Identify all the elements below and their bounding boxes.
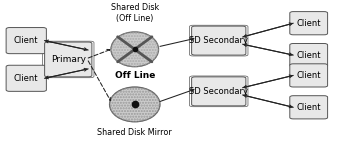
Ellipse shape xyxy=(111,32,159,67)
Text: Shared Disk Mirror: Shared Disk Mirror xyxy=(97,128,172,137)
Text: Client: Client xyxy=(296,19,321,28)
Text: Client: Client xyxy=(296,51,321,60)
FancyBboxPatch shape xyxy=(290,96,328,119)
FancyBboxPatch shape xyxy=(290,12,328,35)
FancyBboxPatch shape xyxy=(6,65,46,91)
Text: Client: Client xyxy=(296,103,321,112)
Text: SD Secondary: SD Secondary xyxy=(189,36,248,45)
FancyBboxPatch shape xyxy=(192,26,246,55)
Text: Client: Client xyxy=(14,36,38,45)
FancyBboxPatch shape xyxy=(45,42,92,77)
Text: Off Line: Off Line xyxy=(114,71,155,80)
Ellipse shape xyxy=(110,87,160,122)
FancyBboxPatch shape xyxy=(290,64,328,87)
Text: Client: Client xyxy=(14,74,38,83)
Text: SD Secondary: SD Secondary xyxy=(189,87,248,96)
Text: Shared Disk
(Off Line): Shared Disk (Off Line) xyxy=(111,3,159,23)
FancyBboxPatch shape xyxy=(6,28,46,54)
Text: Primary: Primary xyxy=(51,55,86,64)
FancyBboxPatch shape xyxy=(290,44,328,67)
FancyBboxPatch shape xyxy=(192,77,246,106)
Text: Client: Client xyxy=(296,71,321,80)
